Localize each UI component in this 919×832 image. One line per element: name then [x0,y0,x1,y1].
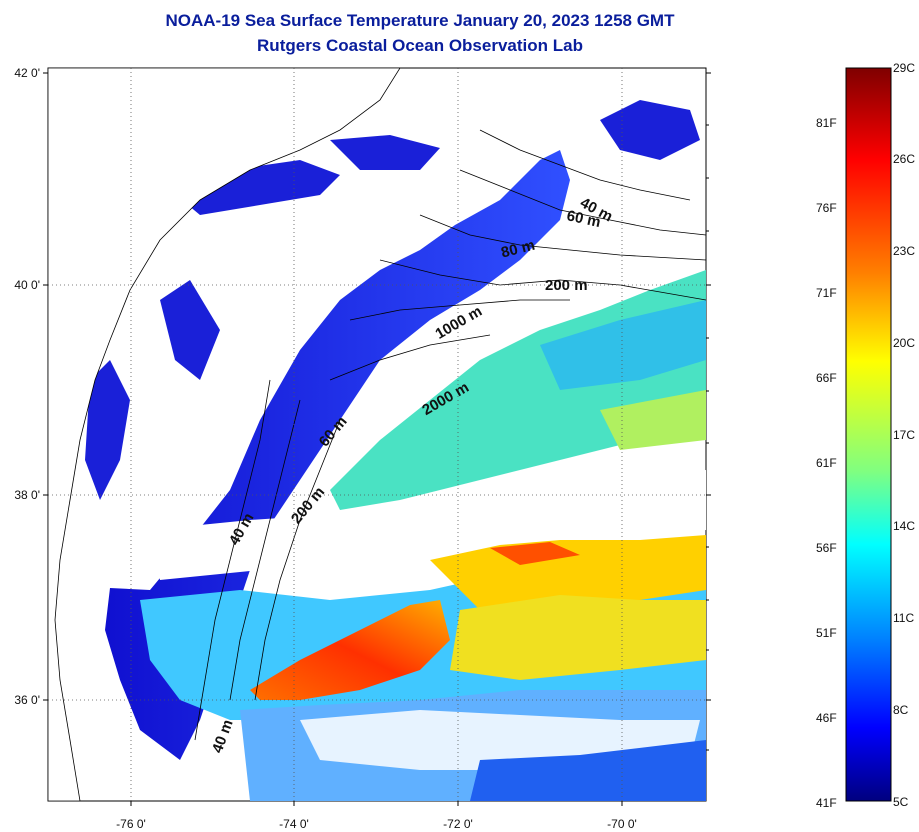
isobath-40 [479,129,691,201]
cb-c-26: 26C [893,152,916,166]
lat-axis: 42 0' 40 0' 38 0' 36 0' [14,66,48,707]
cb-c-20: 20C [893,336,916,350]
isobath-2000 [329,334,491,381]
gulf-stream-core [250,600,450,700]
cb-f-56: 56F [816,541,837,555]
isobath-200-south [254,419,341,701]
contour-label-200m: 200 m [545,277,588,294]
colorbar [845,67,892,802]
cb-f-66: 66F [816,371,837,385]
sst-imagery [48,68,706,801]
isobath-60 [459,169,706,236]
lon-label-76: -76 0' [116,817,146,831]
cb-c-14: 14C [893,519,916,533]
map-title: NOAA-19 Sea Surface Temperature January … [165,11,675,30]
gulf-stream-yellow-south [450,595,706,680]
gulf-of-maine-water [600,100,700,160]
cb-c-5: 5C [893,795,909,809]
cb-c-29: 29C [893,61,916,75]
cb-f-51: 51F [816,626,837,640]
southern-blue [470,740,706,801]
cb-c-23: 23C [893,244,916,258]
isobath-200-north [379,259,706,301]
cb-f-71: 71F [816,286,837,300]
cb-c-11: 11C [893,611,915,625]
lat-label-36: 36 0' [14,693,40,707]
cb-f-41: 41F [816,796,837,810]
delaware-bay [160,280,220,380]
lon-label-72: -72 0' [443,817,473,831]
gulf-stream-yellow [430,535,706,610]
cape-cod-water [330,135,440,170]
cb-f-81: 81F [816,116,837,130]
cb-c-8: 8C [893,703,909,717]
long-island-sound [170,160,340,215]
lon-label-74: -74 0' [279,817,309,831]
isobath-60-south [229,399,301,701]
isobath-80 [419,214,706,261]
map-subtitle: Rutgers Coastal Ocean Observation Lab [257,36,583,55]
lat-label-38: 38 0' [14,488,40,502]
cb-c-17: 17C [893,428,916,442]
cb-f-61: 61F [816,456,837,470]
cb-f-46: 46F [816,711,837,725]
gulf-stream-core-north [490,542,580,565]
lon-axis: -76 0' -74 0' -72 0' -70 0' [116,801,637,831]
warm-filament-east [600,390,706,450]
right-ticks [706,72,711,751]
cb-f-76: 76F [816,201,837,215]
grid-lines [48,68,706,801]
lon-label-70: -70 0' [607,817,637,831]
slope-water-north [540,300,706,390]
lat-label-42: 42 0' [14,66,40,80]
contour-label-60m: 60 m [565,207,602,231]
land-mass [48,68,401,801]
isobath-1000 [349,299,570,321]
chesapeake-bay [85,360,130,500]
isobath-40-south [194,379,271,741]
lat-label-40: 40 0' [14,278,40,292]
